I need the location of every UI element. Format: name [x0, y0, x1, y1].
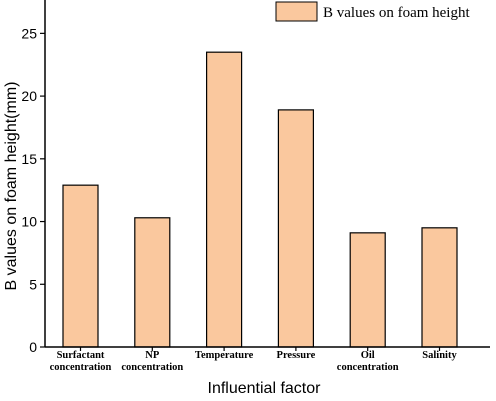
x-tick-label: Salinity — [422, 350, 457, 361]
legend: B values on foam height — [275, 1, 470, 22]
x-tick-label: Pressure — [277, 350, 316, 361]
bar-pressure — [277, 109, 314, 348]
y-tick-label: 5 — [29, 276, 37, 292]
y-tick-label: 20 — [21, 88, 37, 104]
bars — [62, 51, 458, 348]
bar-salinity — [421, 227, 458, 348]
y-tick-label: 15 — [21, 151, 37, 167]
y-tick-label: 25 — [21, 25, 37, 41]
bar-temperature — [206, 51, 243, 348]
y-axis-title: B values on foam height(mm) — [3, 82, 20, 291]
x-tick-label: NP concentration — [121, 350, 183, 373]
x-axis-title: Influential factor — [208, 380, 322, 397]
x-axis: Surfactant concentration NP concentration Te… — [45, 346, 490, 373]
legend-label: B values on foam height — [323, 5, 470, 21]
y-tick-label: 10 — [21, 214, 37, 230]
bar-np-concentration — [134, 217, 171, 348]
bar-oil-concentration — [349, 232, 386, 348]
x-tick-label: Oil concentration — [337, 350, 399, 373]
legend-swatch — [275, 1, 318, 22]
y-tick-label: 0 — [29, 339, 37, 355]
bar-surfactant-concentration — [62, 184, 99, 348]
x-tick-label: Surfactant concentration — [50, 350, 112, 373]
y-axis: 0 5 10 15 20 25 — [21, 0, 46, 355]
x-tick-label: Temperature — [195, 350, 254, 361]
